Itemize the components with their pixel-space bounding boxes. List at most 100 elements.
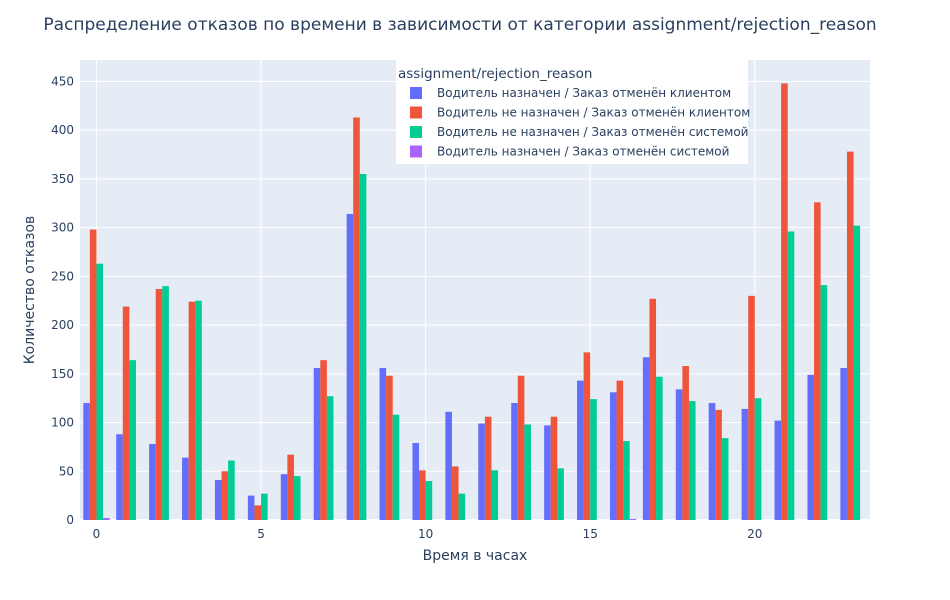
bar [649,298,657,520]
legend: assignment/rejection_reason Водитель наз… [396,60,750,164]
bar [590,399,597,520]
bar [774,420,782,520]
bar [313,367,321,520]
bar [425,481,433,520]
bar [642,357,650,520]
bar [359,174,367,520]
bars [83,83,861,521]
bar [386,375,393,520]
bar [326,396,334,520]
bar [807,374,815,520]
bar [787,231,795,520]
legend-item-label[interactable]: Водитель назначен / Заказ отменён клиент… [437,86,731,100]
bar [162,286,169,520]
bar [392,414,400,520]
bar [96,263,104,520]
bar [748,295,755,520]
bar [675,389,683,520]
bar [287,454,294,520]
bar [83,403,90,520]
bar [688,401,696,520]
bar [840,367,847,520]
chart-title: Распределение отказов по времени в завис… [43,15,876,35]
legend-background [396,60,748,164]
bar [188,301,196,520]
bar [577,380,584,520]
bar [583,352,591,520]
legend-swatch[interactable] [410,106,422,119]
bar [814,202,821,520]
legend-item-label[interactable]: Водитель назначен / Заказ отменён систем… [437,145,729,159]
bar [721,438,729,520]
y-tick-label: 450 [51,74,74,88]
x-tick-label: 0 [93,527,101,541]
bar [715,409,722,520]
bar [846,151,854,520]
bar [853,225,861,520]
x-tick-label: 10 [418,527,433,541]
legend-item-label[interactable]: Водитель не назначен / Заказ отменён кли… [437,106,750,120]
bar [129,360,136,520]
y-axis-label: Количество отказов [22,216,38,365]
legend-item-label[interactable]: Водитель не назначен / Заказ отменён сис… [437,125,748,139]
bar [412,443,420,520]
bar [656,376,663,520]
bar [155,289,163,520]
y-tick-label: 0 [66,513,74,527]
bar [484,416,492,520]
x-tick-label: 15 [583,527,598,541]
y-tick-label: 100 [51,416,74,430]
bar [122,306,130,520]
y-tick-label: 350 [51,172,74,186]
bar [629,519,637,520]
bar [419,470,426,520]
bar [458,493,466,520]
bar [616,380,624,520]
bar [149,443,156,520]
bar [116,434,123,520]
bar [103,518,110,520]
bar [214,480,222,520]
bar [261,493,268,520]
bar [544,425,551,520]
bar [517,375,525,520]
y-tick-label: 250 [51,269,74,283]
y-tick-labels: 0 50 100 150 200 250 300 350 400 450 [51,74,74,527]
x-tick-labels: 0 5 10 15 20 [93,527,763,541]
bar [379,367,387,520]
legend-swatch[interactable] [410,87,422,99]
bar [708,403,716,520]
bar [754,398,762,520]
y-tick-label: 400 [51,123,74,137]
bar [353,117,360,520]
x-tick-label: 20 [747,527,762,541]
bar [682,366,689,520]
bar [320,360,327,520]
bar [89,229,97,520]
bar [445,411,452,520]
bar [280,474,288,520]
bar [478,423,485,520]
bar [182,457,189,520]
bar [557,468,564,520]
bar [623,441,630,520]
bar [451,466,459,520]
bar [247,495,255,520]
bar [511,403,518,520]
bar [609,392,617,520]
legend-swatch[interactable] [410,145,422,158]
bar [254,505,262,520]
legend-title: assignment/rejection_reason [398,66,592,82]
bar [741,408,749,520]
bar [221,471,229,520]
bar [550,416,558,520]
bar [195,300,202,520]
bar [820,285,828,520]
x-axis-label: Время в часах [423,548,528,564]
legend-swatch[interactable] [410,126,422,138]
x-tick-label: 5 [257,527,265,541]
y-tick-label: 150 [51,367,74,381]
bar [346,213,354,521]
bar [781,83,788,520]
